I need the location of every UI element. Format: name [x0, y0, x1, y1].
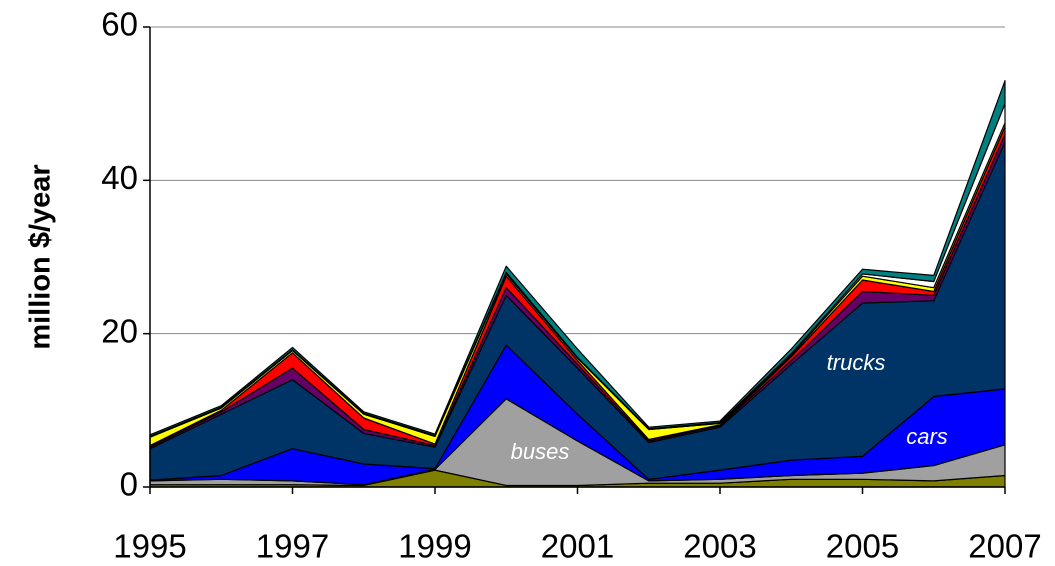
x-tick-label: 1995: [113, 528, 186, 565]
x-tick-label: 1997: [256, 528, 329, 565]
y-tick-label: 40: [101, 159, 138, 196]
area-label: buses: [511, 439, 570, 464]
x-tick-label: 1999: [398, 528, 471, 565]
y-tick-label: 0: [120, 466, 138, 503]
y-tick-label: 20: [101, 312, 138, 349]
area: [149, 80, 1006, 437]
x-tick-label: 2003: [683, 528, 756, 565]
area-label: trucks: [827, 350, 886, 375]
x-tick-label: 2005: [826, 528, 899, 565]
area-label: cars: [906, 424, 948, 449]
y-axis-label: million $/year: [25, 164, 57, 349]
x-tick-label: 2007: [968, 528, 1041, 565]
x-tick-label: 2001: [541, 528, 614, 565]
y-tick-label: 60: [101, 6, 138, 43]
